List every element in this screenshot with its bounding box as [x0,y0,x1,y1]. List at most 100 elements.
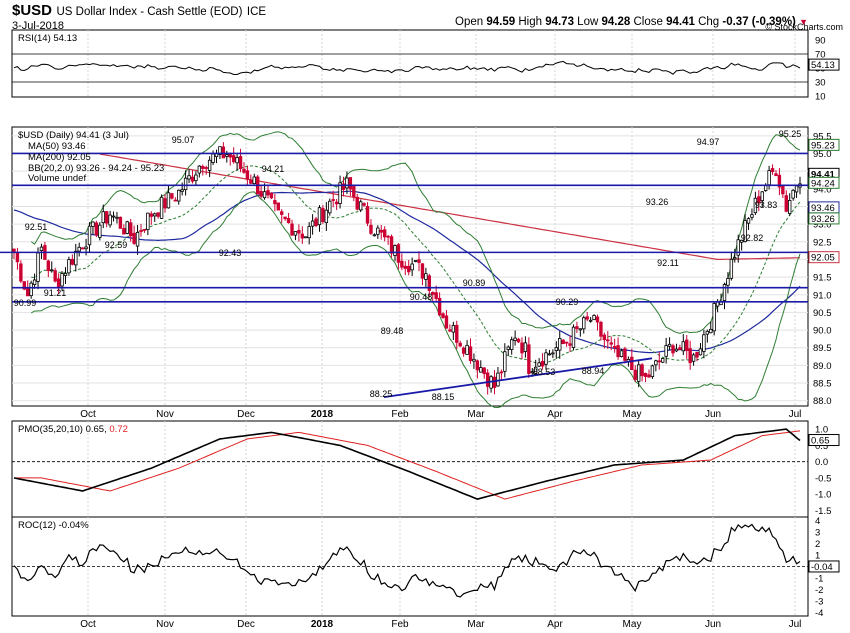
candle-body [204,167,208,169]
candle-body [118,216,123,229]
roc-label: ROC(12) -0.04% [18,520,89,531]
candle-body [667,343,672,347]
trend-line [383,357,653,399]
candle-body [636,364,641,382]
candle-body [630,356,634,371]
price-tag-close-text: 94.41 [811,169,835,180]
low-label: Low [577,16,599,28]
candle-body [534,366,538,374]
candle-body [582,317,586,330]
month-label: 2018 [311,409,334,420]
price-annotation: 90.29 [556,297,579,307]
roc-axis-label: -4 [815,608,823,619]
candle-body [664,345,668,357]
price-annotation: 92.51 [25,222,48,232]
roc-axis-label: -2 [815,585,823,596]
price-axis-label: 94.0 [813,184,832,195]
candle-body [781,185,785,195]
price-tag-ma50-text: 93.46 [811,203,835,214]
candle-body [242,168,246,173]
month-label-bottom: Jun [705,619,721,630]
candle-body [190,176,195,182]
candle-body [698,348,703,356]
candle-body [599,321,603,337]
candle-body [437,297,442,316]
candle-body [503,351,507,372]
candle-body [695,351,699,358]
price-annotation: 88.25 [370,389,393,399]
candle-body [770,168,775,172]
candle-body [523,342,528,352]
candle-body [410,263,414,271]
candle-body [115,216,119,219]
candle-body [400,260,404,268]
rsi-panel-frame [11,29,809,98]
pmo-axis-label: 0.5 [815,441,828,452]
candle-body [211,153,215,163]
candle-body [794,185,799,193]
candle-body [389,236,394,254]
candle-body [98,224,102,238]
candle-body [276,202,280,211]
candle-body [767,170,771,186]
candle-body [715,301,720,307]
price-annotation: 88.94 [582,366,605,376]
candle-body [382,229,387,238]
high-label: High [518,16,542,28]
price-annotation: 89.48 [381,326,404,336]
candle-body [22,281,26,290]
candle-body [661,358,665,363]
candle-body [475,360,480,371]
candle-body [774,173,778,177]
candle-body [485,372,490,387]
candle-body [455,324,459,343]
candle-body [19,263,23,282]
candle-body [56,278,61,288]
candle-body [207,159,212,171]
candle-body [94,222,99,236]
month-label-bottom: Apr [547,619,563,630]
candle-body [431,292,435,295]
candle-body [60,273,64,287]
price-axis-label: 95.5 [813,131,832,142]
price-tag-ma200 [808,251,840,264]
candle-body [407,265,411,273]
candle-body [286,217,291,224]
candle-body [15,252,20,263]
ohlc-readout: Open 94.59 High 94.73 Low 94.28 Close 94… [455,16,808,28]
candle-body [458,342,462,347]
candle-body [468,346,473,362]
candle-body [654,360,658,366]
candle-body [739,239,744,243]
candle-body [650,365,655,378]
ma200-line [99,153,801,260]
price-panel-frame [11,126,809,407]
candle-body [434,292,438,299]
candle-body [472,358,476,362]
price-legend-volume: Volume undef [28,173,86,184]
instrument-name: US Dollar Index - Cash Settle (EOD) [56,6,243,18]
candle-body [379,229,383,233]
low-value: 94.28 [601,16,631,28]
month-label-bottom: Oct [80,619,96,630]
price-annotation: 93.83 [755,200,778,210]
candle-body [537,362,541,367]
rsi-line [13,60,801,75]
header-ticker-line: $USD US Dollar Index - Cash Settle (EOD)… [12,2,266,20]
bb-lower-line [30,191,801,409]
candle-body [403,265,407,269]
open-label: Open [455,16,484,28]
candle-body [310,220,315,227]
candle-body [307,226,311,239]
candle-body [238,156,243,169]
pmo-signal-line [14,430,801,500]
price-legend-ma200: MA(200) 92.05 [28,152,91,163]
roc-axis-label: 2 [815,539,820,550]
price-annotation: 92.43 [219,248,242,258]
candle-body [70,258,75,265]
price-annotation: 95.07 [172,135,195,145]
candle-body [26,287,30,297]
candle-body [561,339,565,345]
price-axis-label: 95.0 [813,149,832,160]
candle-body [420,263,425,279]
